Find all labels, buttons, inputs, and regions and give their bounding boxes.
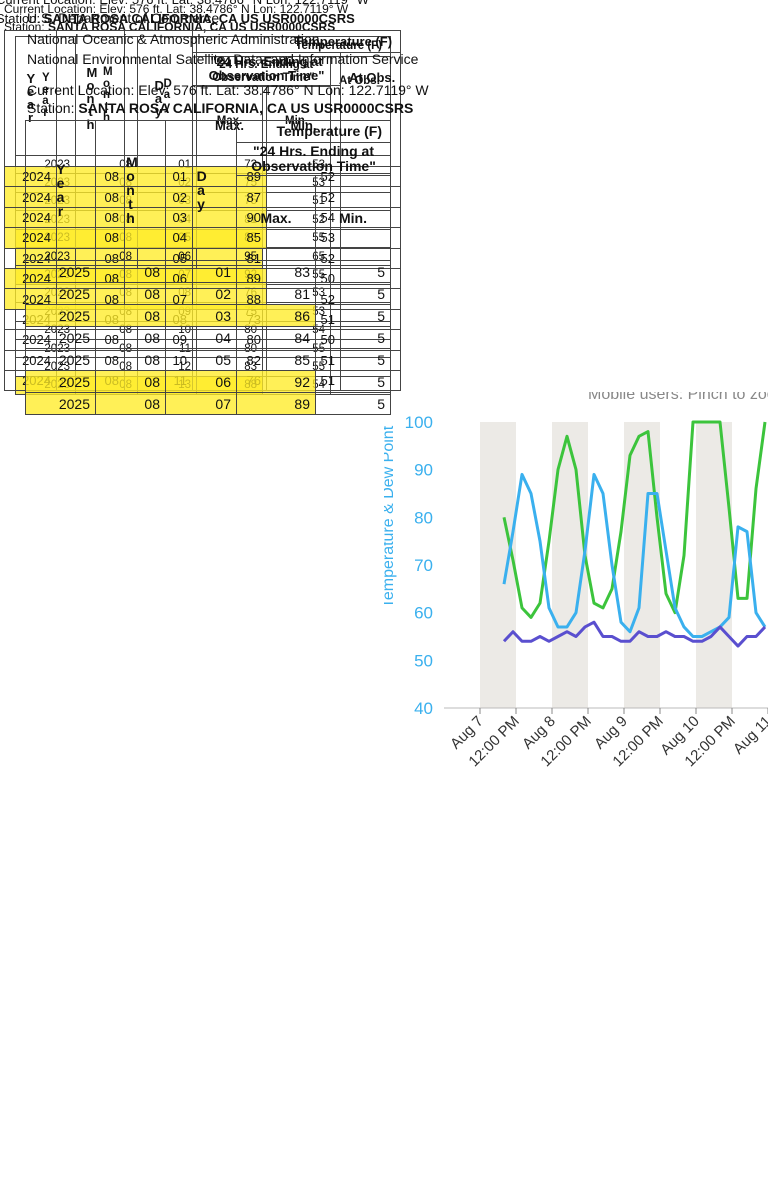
y-tick-label: 100 bbox=[405, 413, 433, 432]
vertical-label: Year bbox=[56, 161, 66, 220]
column-header: Max. bbox=[236, 175, 316, 261]
cell: 81 bbox=[236, 282, 316, 305]
data-row: 2025 08 01 83 5 bbox=[25, 260, 392, 283]
cell: 08 bbox=[95, 260, 166, 283]
vertical-label: Month bbox=[126, 154, 138, 227]
table-panel: Current Location: Elev: 576 ft. Lat: 38.… bbox=[0, 0, 402, 784]
page: Current Location: Elev: 576 ft. Lat: 38.… bbox=[0, 0, 768, 771]
header-line: National Oceanic & Atmospheric Administr… bbox=[27, 31, 320, 47]
cell: 03 bbox=[165, 304, 237, 327]
data-row: 2025 08 05 85 5 bbox=[25, 348, 392, 371]
cell: 04 bbox=[165, 326, 237, 349]
cell: 5 bbox=[314, 326, 392, 349]
cell: 08 bbox=[95, 326, 166, 349]
cell: 06 bbox=[165, 370, 237, 393]
cell: 05 bbox=[165, 348, 237, 371]
header-row: "24 Hrs. Ending at Observation Time" bbox=[26, 142, 392, 176]
cell: 5 bbox=[314, 282, 392, 305]
cell: 2025 bbox=[25, 304, 96, 327]
y-tick-label: 40 bbox=[414, 699, 433, 718]
y-tick-label: 70 bbox=[414, 556, 433, 575]
column-header: Day bbox=[165, 120, 237, 261]
cell: 89 bbox=[236, 392, 316, 415]
vertical-label: Year bbox=[26, 71, 36, 126]
night-band bbox=[480, 422, 516, 708]
chart-note: Mobile users: Pinch to zoom bbox=[588, 392, 768, 403]
data-row: 2025 08 02 81 5 bbox=[25, 282, 392, 305]
cell: 5 bbox=[314, 370, 392, 393]
station-label: Station: bbox=[0, 11, 41, 26]
cell: 83 bbox=[236, 260, 316, 283]
header-line: National Environmental Satellite, Data, … bbox=[27, 51, 419, 67]
cell: 5 bbox=[314, 392, 392, 415]
station-name: SANTA ROSA CALIFORNIA, CA US USR0000CSRS bbox=[78, 100, 414, 116]
group-header: "24 Hrs. Ending at Observation Time" bbox=[192, 52, 341, 86]
cell: 08 bbox=[95, 348, 166, 371]
y-tick-label: 60 bbox=[414, 604, 433, 623]
cell: 2025 bbox=[25, 392, 96, 415]
series-line bbox=[502, 420, 767, 619]
column-header: Min. bbox=[314, 175, 392, 261]
group-header: Temperature (F) bbox=[235, 120, 392, 143]
cell: 2025 bbox=[25, 282, 96, 305]
cell: 01 bbox=[165, 260, 237, 283]
column-header: Month bbox=[95, 120, 166, 261]
cell: 08 bbox=[95, 392, 166, 415]
y-tick-label: 50 bbox=[414, 651, 433, 670]
station-line: Station: SANTA ROSA CALIFORNIA, CA US US… bbox=[27, 100, 413, 116]
data-row: 2025 08 04 84 5 bbox=[25, 326, 392, 349]
header-row: Year Month Day Temperature (F) bbox=[25, 120, 392, 261]
station-label: Station: bbox=[27, 100, 75, 116]
cell: 5 bbox=[314, 348, 392, 371]
x-tick-label: Aug 11 bbox=[730, 713, 768, 758]
group-header: "24 Hrs. Ending at Observation Time" bbox=[235, 142, 392, 176]
vertical-label: Day bbox=[154, 77, 164, 119]
chart: Mobile users: Pinch to zoom Temperature &… bbox=[384, 392, 768, 770]
header-line: Current Location: Elev: 576 ft. Lat: 38.… bbox=[4, 2, 349, 16]
cell: 5 bbox=[314, 304, 392, 327]
y-tick-label: 80 bbox=[414, 508, 433, 527]
series-line bbox=[502, 620, 767, 648]
column-header: Year bbox=[25, 120, 96, 261]
vertical-label: Day bbox=[196, 168, 207, 213]
cell: 02 bbox=[165, 282, 237, 305]
station-line: Station: SANTA ROSA CALIFORNIA, CA US US… bbox=[0, 11, 355, 26]
table-panel: U.S. Department of Commerce National Ocea… bbox=[0, 10, 429, 1183]
cell: 2025 bbox=[25, 326, 96, 349]
cell: 08 bbox=[95, 370, 166, 393]
header-line: Current Location: Elev: 576 ft. Lat: 38.… bbox=[27, 82, 429, 98]
cell: 08 bbox=[95, 304, 166, 327]
cell: 86 bbox=[236, 304, 316, 327]
series-line bbox=[502, 472, 767, 638]
data-table: Year Month Day Temperature (F) "24 Hrs. Endi… bbox=[25, 120, 392, 415]
header-row: "24 Hrs. Ending at Observation Time" At O… bbox=[5, 52, 402, 167]
header-line: U.S. Department of Commerce bbox=[27, 10, 220, 26]
cell: 2025 bbox=[25, 348, 96, 371]
cell: 2025 bbox=[25, 260, 96, 283]
cell: 2025 bbox=[25, 370, 96, 393]
cell: 84 bbox=[236, 326, 316, 349]
y-tick-label: 90 bbox=[414, 461, 433, 480]
cell: 92 bbox=[236, 370, 316, 393]
cell: 08 bbox=[95, 282, 166, 305]
cell: 5 bbox=[314, 260, 392, 283]
data-row: 2025 08 03 86 5 bbox=[25, 304, 392, 327]
cell: 07 bbox=[165, 392, 237, 415]
station-name: SANTA ROSA CALIFORNIA, CA US USR0000CSRS bbox=[43, 11, 355, 26]
header-line: Current Location: Elev: 576 ft. Lat: 38.… bbox=[0, 0, 369, 7]
night-band bbox=[696, 422, 732, 708]
cell: 85 bbox=[236, 348, 316, 371]
data-row: 2025 08 07 89 5 bbox=[25, 392, 392, 415]
data-row: 2025 08 06 92 5 bbox=[25, 370, 392, 393]
y-axis-label: Temperature & Dew Point bbox=[384, 425, 397, 608]
